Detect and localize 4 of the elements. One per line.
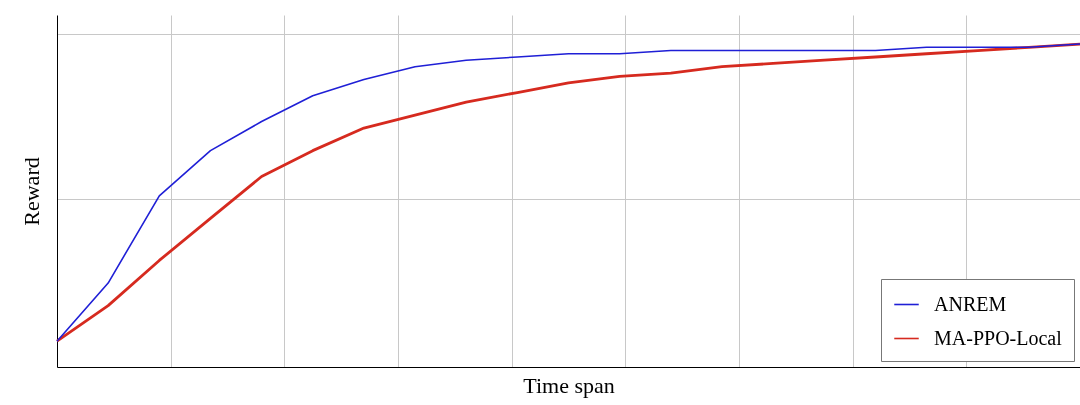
- y-axis-title: Reward: [18, 157, 44, 226]
- x-axis-title: Time span: [523, 372, 615, 398]
- legend-label: ANREM: [934, 292, 1007, 315]
- legend-label: MA-PPO-Local: [934, 326, 1063, 349]
